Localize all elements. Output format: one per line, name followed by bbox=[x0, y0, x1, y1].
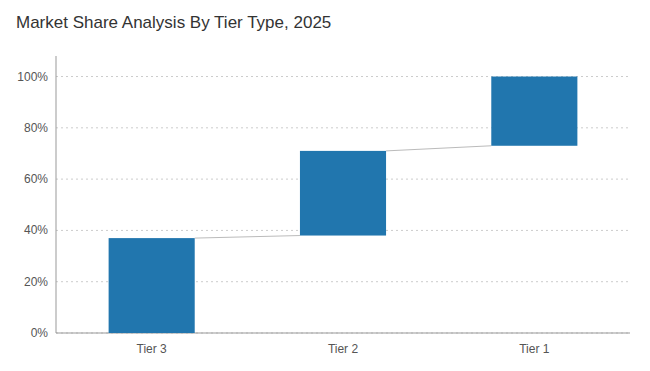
chart-container: Market Share Analysis By Tier Type, 2025… bbox=[0, 0, 650, 371]
y-tick-label: 20% bbox=[24, 275, 48, 289]
connector bbox=[386, 146, 491, 151]
x-tick-label: Tier 3 bbox=[137, 342, 168, 356]
bar bbox=[300, 151, 386, 236]
grid bbox=[56, 77, 630, 333]
y-tick-label: 80% bbox=[24, 121, 48, 135]
y-axis-line bbox=[56, 56, 57, 333]
bar bbox=[109, 238, 195, 333]
x-tick-label: Tier 2 bbox=[328, 342, 359, 356]
y-tick-label: 0% bbox=[31, 326, 49, 340]
y-tick-label: 100% bbox=[17, 70, 48, 84]
connector bbox=[195, 236, 300, 239]
bar bbox=[491, 77, 577, 146]
chart-title: Market Share Analysis By Tier Type, 2025 bbox=[16, 13, 331, 32]
plot-area bbox=[109, 77, 578, 333]
x-tick-label: Tier 1 bbox=[519, 342, 550, 356]
y-tick-label: 60% bbox=[24, 172, 48, 186]
chart-svg: Market Share Analysis By Tier Type, 2025… bbox=[0, 0, 650, 371]
y-tick-label: 40% bbox=[24, 223, 48, 237]
